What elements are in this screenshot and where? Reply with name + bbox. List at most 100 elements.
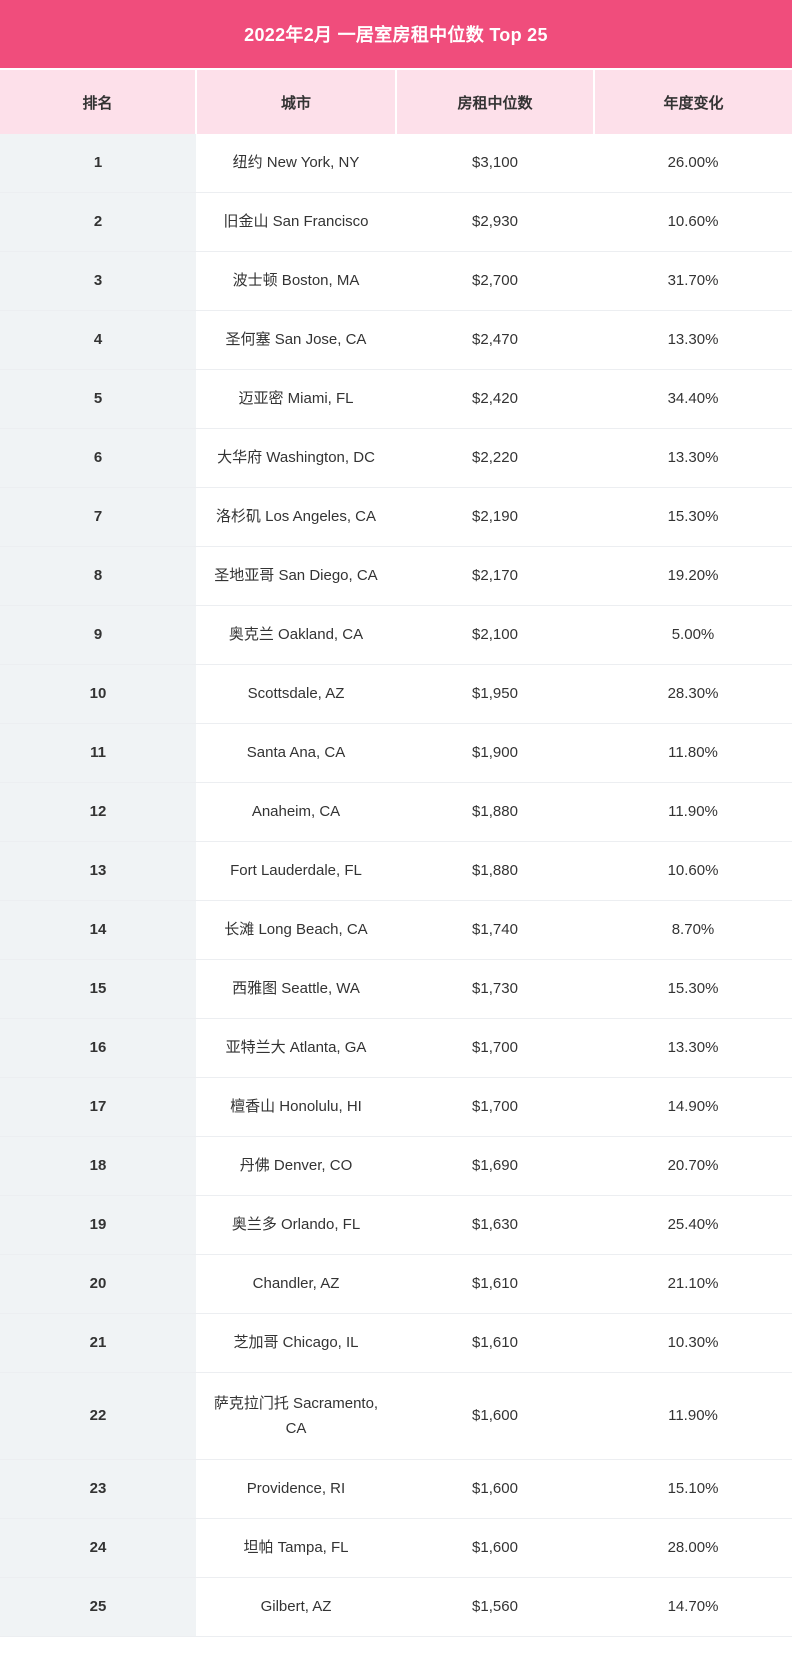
- median-rent-cell: $2,930: [396, 192, 594, 252]
- city-cell: 圣何塞 San Jose, CA: [196, 310, 396, 370]
- annual-change-cell: 14.70%: [594, 1577, 792, 1637]
- annual-change-cell: 13.30%: [594, 428, 792, 488]
- header-city: 城市: [196, 70, 397, 134]
- rank-cell: 6: [0, 428, 196, 488]
- city-cell: 迈亚密 Miami, FL: [196, 369, 396, 429]
- table-row: 22 萨克拉门托 Sacramento, CA $1,600 11.90%: [0, 1372, 792, 1460]
- annual-change-cell: 14.90%: [594, 1077, 792, 1137]
- rank-cell: 20: [0, 1254, 196, 1314]
- city-cell: 洛杉矶 Los Angeles, CA: [196, 487, 396, 547]
- city-cell: 丹佛 Denver, CO: [196, 1136, 396, 1196]
- table-row: 9 奥克兰 Oakland, CA $2,100 5.00%: [0, 605, 792, 665]
- rank-cell: 3: [0, 251, 196, 311]
- rank-cell: 24: [0, 1518, 196, 1578]
- city-cell: 旧金山 San Francisco: [196, 192, 396, 252]
- city-cell: 奥兰多 Orlando, FL: [196, 1195, 396, 1255]
- annual-change-cell: 19.20%: [594, 546, 792, 606]
- city-cell: Gilbert, AZ: [196, 1577, 396, 1637]
- city-cell: 亚特兰大 Atlanta, GA: [196, 1018, 396, 1078]
- rent-table: 排名 城市 房租中位数 年度变化 1 纽约 New York, NY $3,100 2…: [0, 70, 792, 1637]
- city-cell: Santa Ana, CA: [196, 723, 396, 783]
- annual-change-cell: 8.70%: [594, 900, 792, 960]
- rank-cell: 2: [0, 192, 196, 252]
- city-cell: 长滩 Long Beach, CA: [196, 900, 396, 960]
- table-row: 20 Chandler, AZ $1,610 21.10%: [0, 1254, 792, 1314]
- annual-change-cell: 13.30%: [594, 310, 792, 370]
- rank-cell: 17: [0, 1077, 196, 1137]
- table-row: 18 丹佛 Denver, CO $1,690 20.70%: [0, 1136, 792, 1196]
- annual-change-cell: 5.00%: [594, 605, 792, 665]
- table-row: 19 奥兰多 Orlando, FL $1,630 25.40%: [0, 1195, 792, 1255]
- table-row: 21 芝加哥 Chicago, IL $1,610 10.30%: [0, 1313, 792, 1373]
- annual-change-cell: 10.30%: [594, 1313, 792, 1373]
- median-rent-cell: $1,560: [396, 1577, 594, 1637]
- rank-cell: 18: [0, 1136, 196, 1196]
- annual-change-cell: 25.40%: [594, 1195, 792, 1255]
- city-cell: Anaheim, CA: [196, 782, 396, 842]
- median-rent-cell: $1,600: [396, 1518, 594, 1578]
- table-row: 15 西雅图 Seattle, WA $1,730 15.30%: [0, 959, 792, 1019]
- median-rent-cell: $1,690: [396, 1136, 594, 1196]
- annual-change-cell: 26.00%: [594, 134, 792, 193]
- rank-cell: 13: [0, 841, 196, 901]
- city-cell: 奥克兰 Oakland, CA: [196, 605, 396, 665]
- median-rent-cell: $1,880: [396, 841, 594, 901]
- median-rent-cell: $1,610: [396, 1254, 594, 1314]
- median-rent-cell: $1,700: [396, 1018, 594, 1078]
- table-row: 6 大华府 Washington, DC $2,220 13.30%: [0, 428, 792, 488]
- median-rent-cell: $2,220: [396, 428, 594, 488]
- rank-cell: 10: [0, 664, 196, 724]
- header-annual-change: 年度变化: [594, 70, 792, 134]
- city-cell: 坦帕 Tampa, FL: [196, 1518, 396, 1578]
- table-row: 11 Santa Ana, CA $1,900 11.80%: [0, 723, 792, 783]
- annual-change-cell: 15.30%: [594, 959, 792, 1019]
- annual-change-cell: 28.30%: [594, 664, 792, 724]
- median-rent-cell: $2,700: [396, 251, 594, 311]
- annual-change-cell: 15.30%: [594, 487, 792, 547]
- rank-cell: 5: [0, 369, 196, 429]
- city-cell: 檀香山 Honolulu, HI: [196, 1077, 396, 1137]
- header-row: 排名 城市 房租中位数 年度变化: [0, 70, 792, 134]
- median-rent-cell: $1,900: [396, 723, 594, 783]
- rank-cell: 19: [0, 1195, 196, 1255]
- table-body: 1 纽约 New York, NY $3,100 26.00% 2 旧金山 San Fra…: [0, 134, 792, 1637]
- table-row: 16 亚特兰大 Atlanta, GA $1,700 13.30%: [0, 1018, 792, 1078]
- table-row: 7 洛杉矶 Los Angeles, CA $2,190 15.30%: [0, 487, 792, 547]
- median-rent-cell: $1,600: [396, 1372, 594, 1460]
- annual-change-cell: 11.90%: [594, 782, 792, 842]
- city-cell: 萨克拉门托 Sacramento, CA: [196, 1372, 396, 1460]
- median-rent-cell: $2,470: [396, 310, 594, 370]
- table-row: 12 Anaheim, CA $1,880 11.90%: [0, 782, 792, 842]
- median-rent-cell: $2,100: [396, 605, 594, 665]
- median-rent-cell: $2,190: [396, 487, 594, 547]
- rank-cell: 22: [0, 1372, 196, 1460]
- median-rent-cell: $1,700: [396, 1077, 594, 1137]
- table-row: 10 Scottsdale, AZ $1,950 28.30%: [0, 664, 792, 724]
- city-cell: Chandler, AZ: [196, 1254, 396, 1314]
- table-row: 13 Fort Lauderdale, FL $1,880 10.60%: [0, 841, 792, 901]
- city-cell: 芝加哥 Chicago, IL: [196, 1313, 396, 1373]
- header-median-rent: 房租中位数: [396, 70, 595, 134]
- table-row: 23 Providence, RI $1,600 15.10%: [0, 1459, 792, 1519]
- annual-change-cell: 10.60%: [594, 841, 792, 901]
- rank-cell: 23: [0, 1459, 196, 1519]
- median-rent-cell: $1,600: [396, 1459, 594, 1519]
- annual-change-cell: 34.40%: [594, 369, 792, 429]
- city-cell: Scottsdale, AZ: [196, 664, 396, 724]
- median-rent-cell: $2,420: [396, 369, 594, 429]
- annual-change-cell: 11.80%: [594, 723, 792, 783]
- table-row: 14 长滩 Long Beach, CA $1,740 8.70%: [0, 900, 792, 960]
- median-rent-cell: $1,950: [396, 664, 594, 724]
- rank-cell: 25: [0, 1577, 196, 1637]
- table-row: 4 圣何塞 San Jose, CA $2,470 13.30%: [0, 310, 792, 370]
- city-cell: Providence, RI: [196, 1459, 396, 1519]
- rank-cell: 16: [0, 1018, 196, 1078]
- city-cell: 纽约 New York, NY: [196, 134, 396, 193]
- annual-change-cell: 15.10%: [594, 1459, 792, 1519]
- annual-change-cell: 10.60%: [594, 192, 792, 252]
- rank-cell: 1: [0, 134, 196, 193]
- table-row: 1 纽约 New York, NY $3,100 26.00%: [0, 134, 792, 193]
- median-rent-cell: $2,170: [396, 546, 594, 606]
- table-row: 5 迈亚密 Miami, FL $2,420 34.40%: [0, 369, 792, 429]
